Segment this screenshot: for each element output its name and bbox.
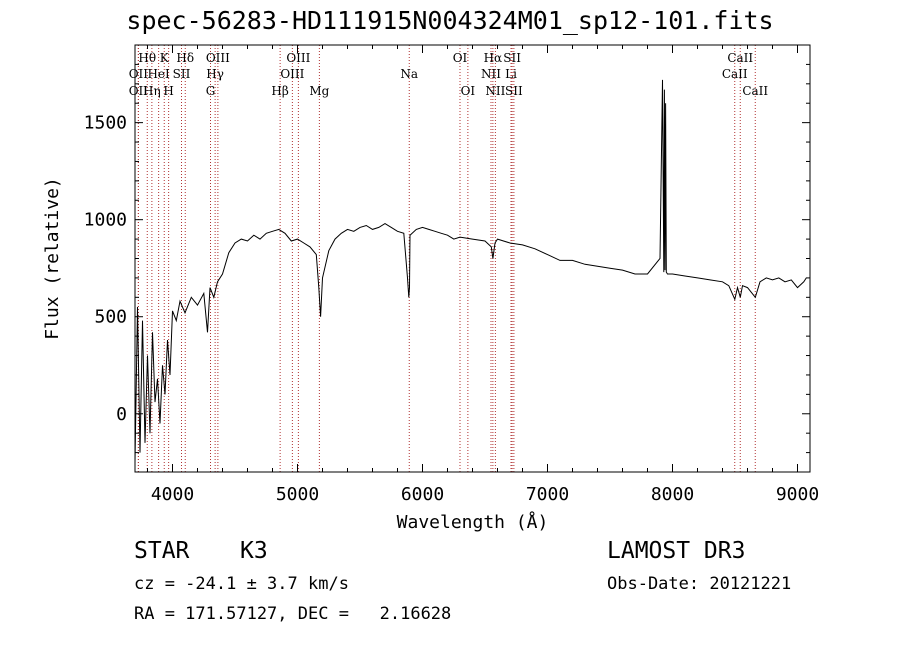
y-tick-label: 1000 <box>84 210 127 231</box>
spectral-line-label: Na <box>400 67 418 81</box>
object-subclass: K3 <box>240 538 268 564</box>
spectral-line-label: Hα <box>484 51 503 65</box>
object-class: STAR <box>134 538 190 564</box>
ticks-layer: 4000 5000 6000 7000 8000 9000 0 500 1000 1500 <box>84 45 819 505</box>
spectral-line-label: OI <box>461 84 476 98</box>
x-axis-label: Wavelength (Å) <box>397 511 549 533</box>
y-tick-label: 0 <box>116 404 127 425</box>
coordinates: RA = 171.57127, DEC = 2.16628 <box>134 604 452 624</box>
spectral-line-label: CaII <box>742 84 768 98</box>
spectral-line-label: SII <box>173 67 191 81</box>
series-layer <box>134 79 807 463</box>
spectral-line-label: SII <box>503 51 521 65</box>
y-tick-label: 500 <box>94 307 127 328</box>
spectral-line-label: HeI <box>147 67 170 81</box>
spectral-line-label: Mg <box>309 84 329 98</box>
x-tick-label: 9000 <box>776 484 819 505</box>
plot-frame <box>134 44 811 473</box>
spectral-line-label: Hβ <box>271 84 288 98</box>
spectral-line-label: OII <box>129 84 149 98</box>
spectral-line-label: NII <box>485 84 505 98</box>
spectral-line-label: CaII <box>722 67 748 81</box>
spectral-line-label: OI <box>453 51 468 65</box>
spectral-line-label: Hγ <box>206 67 224 81</box>
series-line-flux <box>134 79 807 463</box>
spectral-line-label: Hθ <box>138 51 156 65</box>
chart-title: spec-56283-HD111915N004324M01_sp12-101.f… <box>126 6 774 35</box>
spectral-line-label: OIII <box>280 67 304 81</box>
spectral-line-label: Li <box>505 67 517 81</box>
y-axis-label: Flux (relative) <box>42 177 63 340</box>
redshift-velocity: cz = -24.1 ± 3.7 km/s <box>134 574 349 594</box>
spectral-line-label: OIII <box>286 51 310 65</box>
spectral-line-label: K <box>160 51 170 65</box>
spectral-line-label: OIII <box>206 51 230 65</box>
spectral-line-label: H <box>163 84 173 98</box>
spectral-line-label: OII <box>129 67 149 81</box>
y-tick-label: 1500 <box>84 113 127 134</box>
spectral-line-label: Hη <box>143 84 161 98</box>
observation-date: Obs-Date: 20121221 <box>607 574 792 594</box>
x-tick-label: 6000 <box>401 484 444 505</box>
survey-name: LAMOST DR3 <box>607 538 746 564</box>
spectral-line-label: CaII <box>727 51 753 65</box>
x-tick-label: 5000 <box>276 484 319 505</box>
spectral-line-label: G <box>206 84 216 98</box>
x-tick-label: 8000 <box>651 484 694 505</box>
spectral-lines-layer <box>137 45 756 472</box>
line-labels-layer: Hθ OII OII K HeI Hη H Hδ SII OIII Hγ G Hβ OIII OIII Mg N… <box>129 51 769 98</box>
x-tick-label: 7000 <box>526 484 569 505</box>
spectral-line-label: SII <box>505 84 523 98</box>
x-tick-label: 4000 <box>151 484 194 505</box>
spectral-line-label: NII <box>481 67 501 81</box>
spectral-line-label: Hδ <box>176 51 194 65</box>
